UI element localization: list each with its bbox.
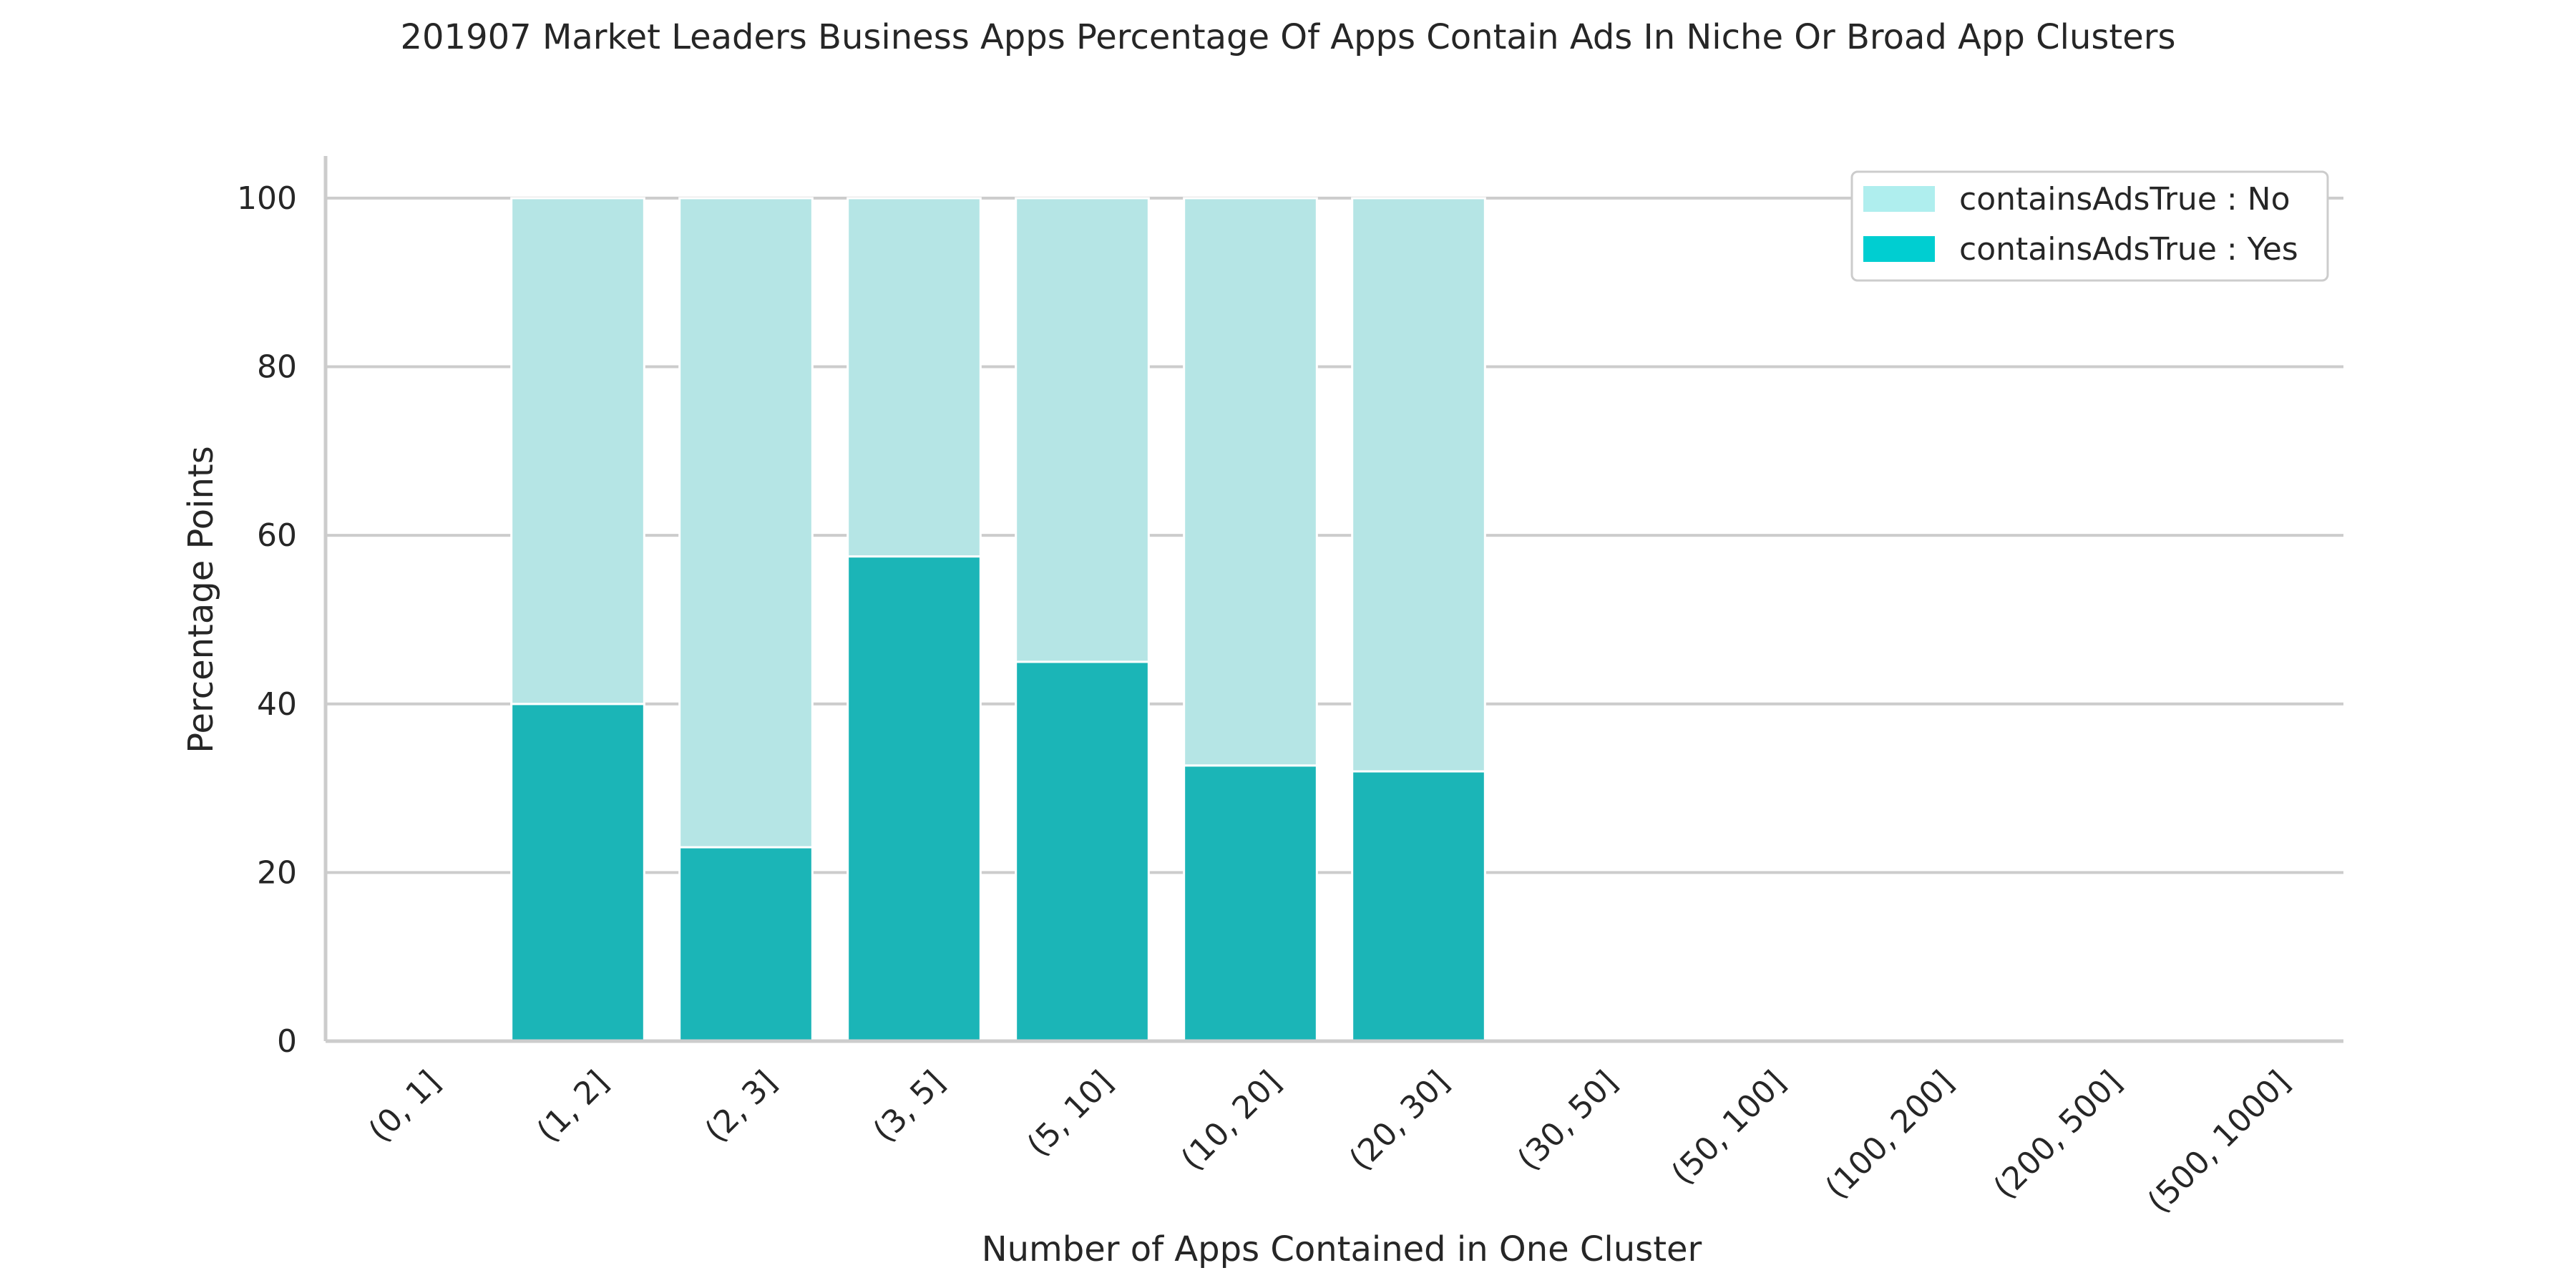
y-tick-label: 0 <box>277 1023 297 1060</box>
legend-swatch <box>1863 236 1935 262</box>
legend: containsAdsTrue : No containsAdsTrue : Ye… <box>1850 170 2329 282</box>
x-tick-label: (20, 30] <box>1342 1064 1456 1178</box>
x-tick-label: (500, 1000] <box>2141 1064 2298 1221</box>
y-tick-label: 80 <box>257 349 297 386</box>
y-tick-labels: 0 20 40 60 80 100 <box>237 180 297 1060</box>
chart-title: 201907 Market Leaders Business Apps Perc… <box>400 17 2176 57</box>
y-axis-label: Percentage Points <box>181 446 221 753</box>
bar-segment-series-1-cat-3 <box>847 197 982 558</box>
x-tick-label: (50, 100] <box>1664 1064 1792 1192</box>
bars <box>510 197 1486 1043</box>
bar-segment-series-1-cat-6 <box>1351 197 1486 773</box>
bar-segment-series-0-cat-1 <box>510 703 645 1043</box>
y-tick-label: 20 <box>257 854 297 891</box>
legend-box <box>1850 170 2329 282</box>
x-tick-label: (3, 5] <box>867 1064 952 1150</box>
x-tick-label: (5, 10] <box>1020 1064 1121 1164</box>
bar-segment-series-0-cat-6 <box>1351 770 1486 1043</box>
legend-label: containsAdsTrue : No <box>1959 181 2290 218</box>
bar-segment-series-1-cat-5 <box>1183 197 1318 767</box>
bar-segment-series-1-cat-4 <box>1015 197 1150 663</box>
bar-segment-series-1-cat-2 <box>678 197 814 849</box>
bar-segment-series-0-cat-4 <box>1015 660 1150 1043</box>
x-tick-label: (1, 2] <box>530 1064 616 1150</box>
x-tick-label: (30, 50] <box>1511 1064 1624 1178</box>
bar-segment-series-0-cat-3 <box>847 555 982 1043</box>
y-tick-label: 100 <box>237 180 297 217</box>
x-tick-label: (200, 500] <box>1986 1064 2129 1206</box>
x-axis-label: Number of Apps Contained in One Cluster <box>982 1229 1702 1269</box>
x-tick-label: (10, 20] <box>1174 1064 1288 1178</box>
x-tick-label: (2, 3] <box>698 1064 784 1150</box>
x-tick-label: (100, 200] <box>1818 1064 1961 1206</box>
legend-swatch <box>1863 186 1935 212</box>
x-tick-label: (0, 1] <box>362 1064 448 1150</box>
bar-segment-series-0-cat-5 <box>1183 764 1318 1043</box>
x-tick-labels: (0, 1] (1, 2] (2, 3] (3, 5] (5, 10] (10, 20] (… <box>362 1064 2298 1221</box>
y-tick-label: 60 <box>257 517 297 554</box>
axes <box>323 156 2343 1043</box>
bar-segment-series-1-cat-1 <box>510 197 645 706</box>
legend-label: containsAdsTrue : Yes <box>1959 231 2298 268</box>
bar-segment-series-0-cat-2 <box>678 846 814 1043</box>
y-tick-label: 40 <box>257 686 297 723</box>
